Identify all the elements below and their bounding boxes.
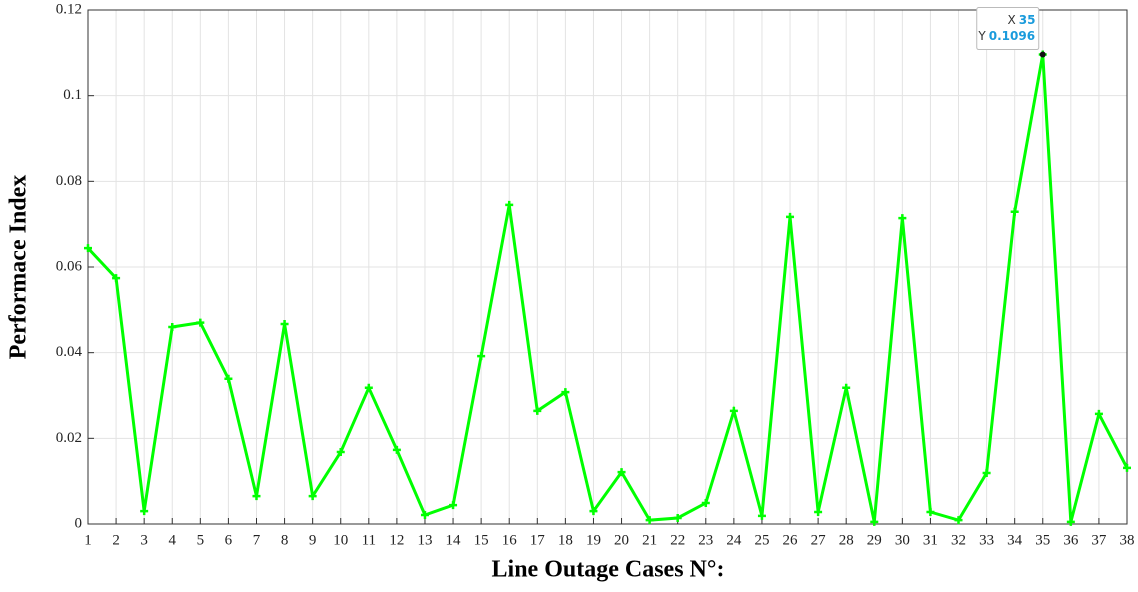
x-tick-label: 15 (474, 532, 489, 548)
x-tick-label: 5 (197, 532, 205, 548)
data-marker (954, 516, 963, 525)
data-marker (561, 388, 570, 397)
data-marker (814, 508, 823, 517)
data-marker (701, 499, 710, 508)
x-tick-label: 34 (1007, 532, 1023, 548)
x-tick-label: 19 (586, 532, 601, 548)
y-tick-label: 0.08 (56, 173, 82, 189)
plot-frame (87, 9, 1128, 525)
x-tick-label: 30 (895, 532, 910, 548)
data-marker (1010, 207, 1019, 216)
x-tick-label: 16 (502, 532, 518, 548)
data-marker (308, 492, 317, 501)
x-tick-label: 20 (614, 532, 629, 548)
datatip-y-label: Y (977, 29, 986, 43)
data-marker (617, 468, 626, 477)
y-tick-label: 0.06 (56, 258, 83, 274)
data-marker (1094, 409, 1103, 418)
x-tick-label: 31 (923, 532, 938, 548)
x-tick-label: 14 (446, 532, 462, 548)
datatip-box (976, 7, 1040, 51)
x-tick-label: 26 (783, 532, 799, 548)
data-marker (392, 445, 401, 454)
x-tick-label: 37 (1091, 532, 1107, 548)
x-tick-label: 29 (867, 532, 882, 548)
y-axis-label: Performace Index (6, 175, 32, 360)
x-tick-label: 24 (726, 532, 742, 548)
x-tick-label: 18 (558, 532, 573, 548)
x-tick-label: 36 (1063, 532, 1079, 548)
datatip-x-value: 35 (1019, 13, 1036, 27)
x-tick-label: 13 (417, 532, 432, 548)
x-tick-label: 11 (362, 532, 376, 548)
datatip-point (1039, 51, 1046, 58)
x-tick-label: 23 (698, 532, 713, 548)
data-marker (842, 383, 851, 392)
x-tick-label: 22 (670, 532, 685, 548)
x-tick-label: 12 (389, 532, 404, 548)
y-tick-label: 0.12 (56, 1, 82, 17)
data-marker (898, 214, 907, 223)
data-marker (870, 517, 879, 526)
y-tick-label: 0.04 (56, 344, 83, 360)
data-marker (729, 406, 738, 415)
data-marker (420, 511, 429, 520)
x-tick-label: 9 (309, 532, 317, 548)
x-tick-label: 2 (112, 532, 120, 548)
data-marker (168, 322, 177, 331)
x-tick-label: 7 (253, 532, 261, 548)
data-marker (449, 501, 458, 510)
data-marker (477, 352, 486, 361)
x-tick-label: 28 (839, 532, 854, 548)
x-tick-label: 6 (225, 532, 233, 548)
data-marker (140, 507, 149, 516)
data-marker (589, 507, 598, 516)
datatip-y-value: 0.1096 (989, 29, 1035, 43)
data-marker (533, 406, 542, 415)
data-marker (364, 383, 373, 392)
data-marker (982, 469, 991, 478)
data-marker (926, 508, 935, 517)
x-tick-label: 17 (530, 532, 546, 548)
x-axis-label: Line Outage Cases N°: (492, 557, 725, 583)
data-marker (224, 374, 233, 383)
x-tick-label: 27 (811, 532, 827, 548)
data-line (86, 54, 1129, 523)
y-tick-label: 0.02 (56, 430, 82, 446)
data-marker (280, 319, 289, 328)
x-tick-label: 25 (754, 532, 769, 548)
x-tick-label: 32 (951, 532, 966, 548)
data-marker (786, 212, 795, 221)
data-marker (252, 492, 261, 501)
data-marker (1066, 517, 1075, 526)
data-marker (757, 511, 766, 520)
y-tick-label: 0.1 (63, 87, 82, 103)
data-marker (336, 448, 345, 457)
x-tick-label: 8 (281, 532, 289, 548)
x-tick-label: 1 (84, 532, 92, 548)
datatip: X 35 Y 0.1096 (976, 7, 1040, 51)
data-marker (505, 200, 514, 209)
data-marker (196, 318, 205, 327)
datatip-x-label: X (1008, 13, 1016, 27)
x-tick-label: 35 (1035, 532, 1050, 548)
x-tick-label: 4 (168, 532, 176, 548)
x-tick-label: 33 (979, 532, 994, 548)
data-marker (84, 244, 92, 253)
data-marker (1123, 463, 1131, 472)
x-tick-label: 21 (642, 532, 657, 548)
data-marker (112, 274, 121, 283)
x-tick-label: 3 (140, 532, 148, 548)
x-tick-label: 38 (1120, 532, 1135, 548)
y-tick-label: 0 (75, 515, 83, 531)
x-tick-label: 10 (333, 532, 348, 548)
data-marker (645, 516, 654, 525)
data-marker (673, 514, 682, 523)
